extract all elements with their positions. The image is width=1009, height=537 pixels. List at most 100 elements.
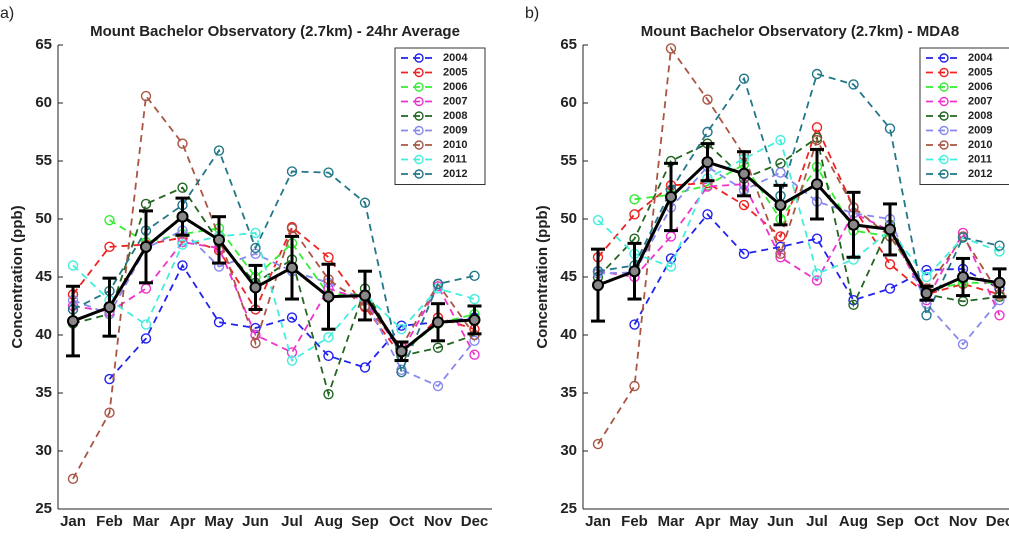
data-point <box>323 167 334 178</box>
x-tick-label: Jul <box>281 513 303 530</box>
data-point <box>702 94 713 105</box>
data-point <box>884 123 896 134</box>
x-tick-label: Nov <box>949 513 978 530</box>
legend-label: 2004 <box>443 52 468 64</box>
legend-marker <box>414 67 424 78</box>
data-point <box>323 252 334 263</box>
data-point <box>140 283 152 294</box>
data-point <box>884 283 896 294</box>
x-tick-label: Apr <box>695 513 721 530</box>
legend-label: 2008 <box>968 110 992 122</box>
x-tick-label: Jun <box>767 513 794 530</box>
legend-marker <box>939 140 949 150</box>
mean-point <box>920 287 933 300</box>
data-point <box>213 317 225 328</box>
mean-point <box>993 276 1006 289</box>
mean-point <box>468 313 481 326</box>
data-point <box>469 293 480 305</box>
mean-point <box>738 167 750 180</box>
legend-label: 2012 <box>968 168 992 180</box>
mean-point <box>847 218 860 231</box>
legend-box <box>394 47 486 185</box>
panel-label: a) <box>0 5 14 22</box>
data-point <box>177 239 188 250</box>
x-tick-label: Aug <box>839 513 868 530</box>
chart-title: Mount Bachelor Observatory (2.7km) - 24h… <box>90 23 460 40</box>
legend-label: 2009 <box>443 124 467 136</box>
legend-label: 2009 <box>968 124 992 136</box>
y-tick-label: 25 <box>560 500 577 517</box>
data-point <box>738 73 750 84</box>
data-point <box>177 182 188 193</box>
data-point <box>104 407 115 418</box>
y-tick-label: 65 <box>35 36 52 53</box>
y-tick-label: 40 <box>35 326 52 343</box>
legend-marker <box>414 96 424 107</box>
series-line <box>633 212 1000 325</box>
data-point <box>396 324 407 335</box>
y-tick-label: 50 <box>35 210 52 227</box>
x-tick-label: Aug <box>314 513 343 530</box>
data-point <box>177 260 188 271</box>
mean-point <box>140 240 152 253</box>
series-line <box>597 183 1001 316</box>
x-tick-label: Dec <box>986 513 1009 530</box>
legend-marker <box>414 53 424 63</box>
data-point <box>140 333 152 344</box>
x-tick-label: Jun <box>242 513 269 530</box>
mean-point <box>884 223 896 236</box>
data-point <box>811 233 823 244</box>
data-point <box>738 199 750 211</box>
data-point <box>665 253 677 264</box>
data-point <box>629 380 640 392</box>
data-point <box>848 299 859 311</box>
series-line <box>72 225 475 358</box>
legend-label: 2011 <box>443 153 467 165</box>
mean-point <box>628 265 641 278</box>
legend-marker <box>939 111 949 121</box>
series-line <box>72 229 476 388</box>
data-point <box>250 242 261 254</box>
chart-panel: a) Mount Bachelor Observatory (2.7km) - 2… <box>0 5 492 530</box>
data-point <box>286 312 298 323</box>
data-point <box>359 362 371 373</box>
data-point <box>286 347 298 358</box>
data-point <box>811 275 823 286</box>
data-point <box>67 473 79 485</box>
mean-point <box>359 289 371 302</box>
legend-marker <box>414 82 424 92</box>
data-point <box>629 194 640 205</box>
y-tick-label: 35 <box>560 384 577 401</box>
legend-marker <box>414 154 424 165</box>
mean-point <box>213 233 225 246</box>
x-tick-label: Sep <box>876 513 904 530</box>
data-point <box>396 366 407 378</box>
y-tick-label: 35 <box>35 384 52 401</box>
data-point <box>775 248 786 260</box>
x-tick-label: Dec <box>461 513 489 530</box>
mean-point <box>67 315 79 328</box>
mean-point <box>592 279 604 292</box>
panel-label: b) <box>525 5 539 22</box>
x-tick-label: Feb <box>96 513 123 530</box>
legend-label: 2010 <box>968 139 992 151</box>
series-line <box>597 124 1000 296</box>
data-point <box>994 240 1005 251</box>
series-line <box>72 93 476 480</box>
legend-label: 2007 <box>443 95 467 107</box>
data-point <box>738 248 750 260</box>
y-tick-label: 65 <box>560 36 577 53</box>
x-tick-label: May <box>729 513 759 530</box>
data-point <box>286 355 298 366</box>
legend-label: 2005 <box>968 66 992 78</box>
y-tick-label: 55 <box>35 152 52 169</box>
mean-point <box>395 345 408 358</box>
x-tick-label: Apr <box>170 513 196 530</box>
mean-line <box>597 160 1000 296</box>
x-tick-label: Jul <box>806 513 828 530</box>
x-tick-label: Sep <box>351 513 379 530</box>
legend-marker <box>939 96 949 107</box>
data-point <box>665 43 677 54</box>
mean-point <box>176 210 189 223</box>
